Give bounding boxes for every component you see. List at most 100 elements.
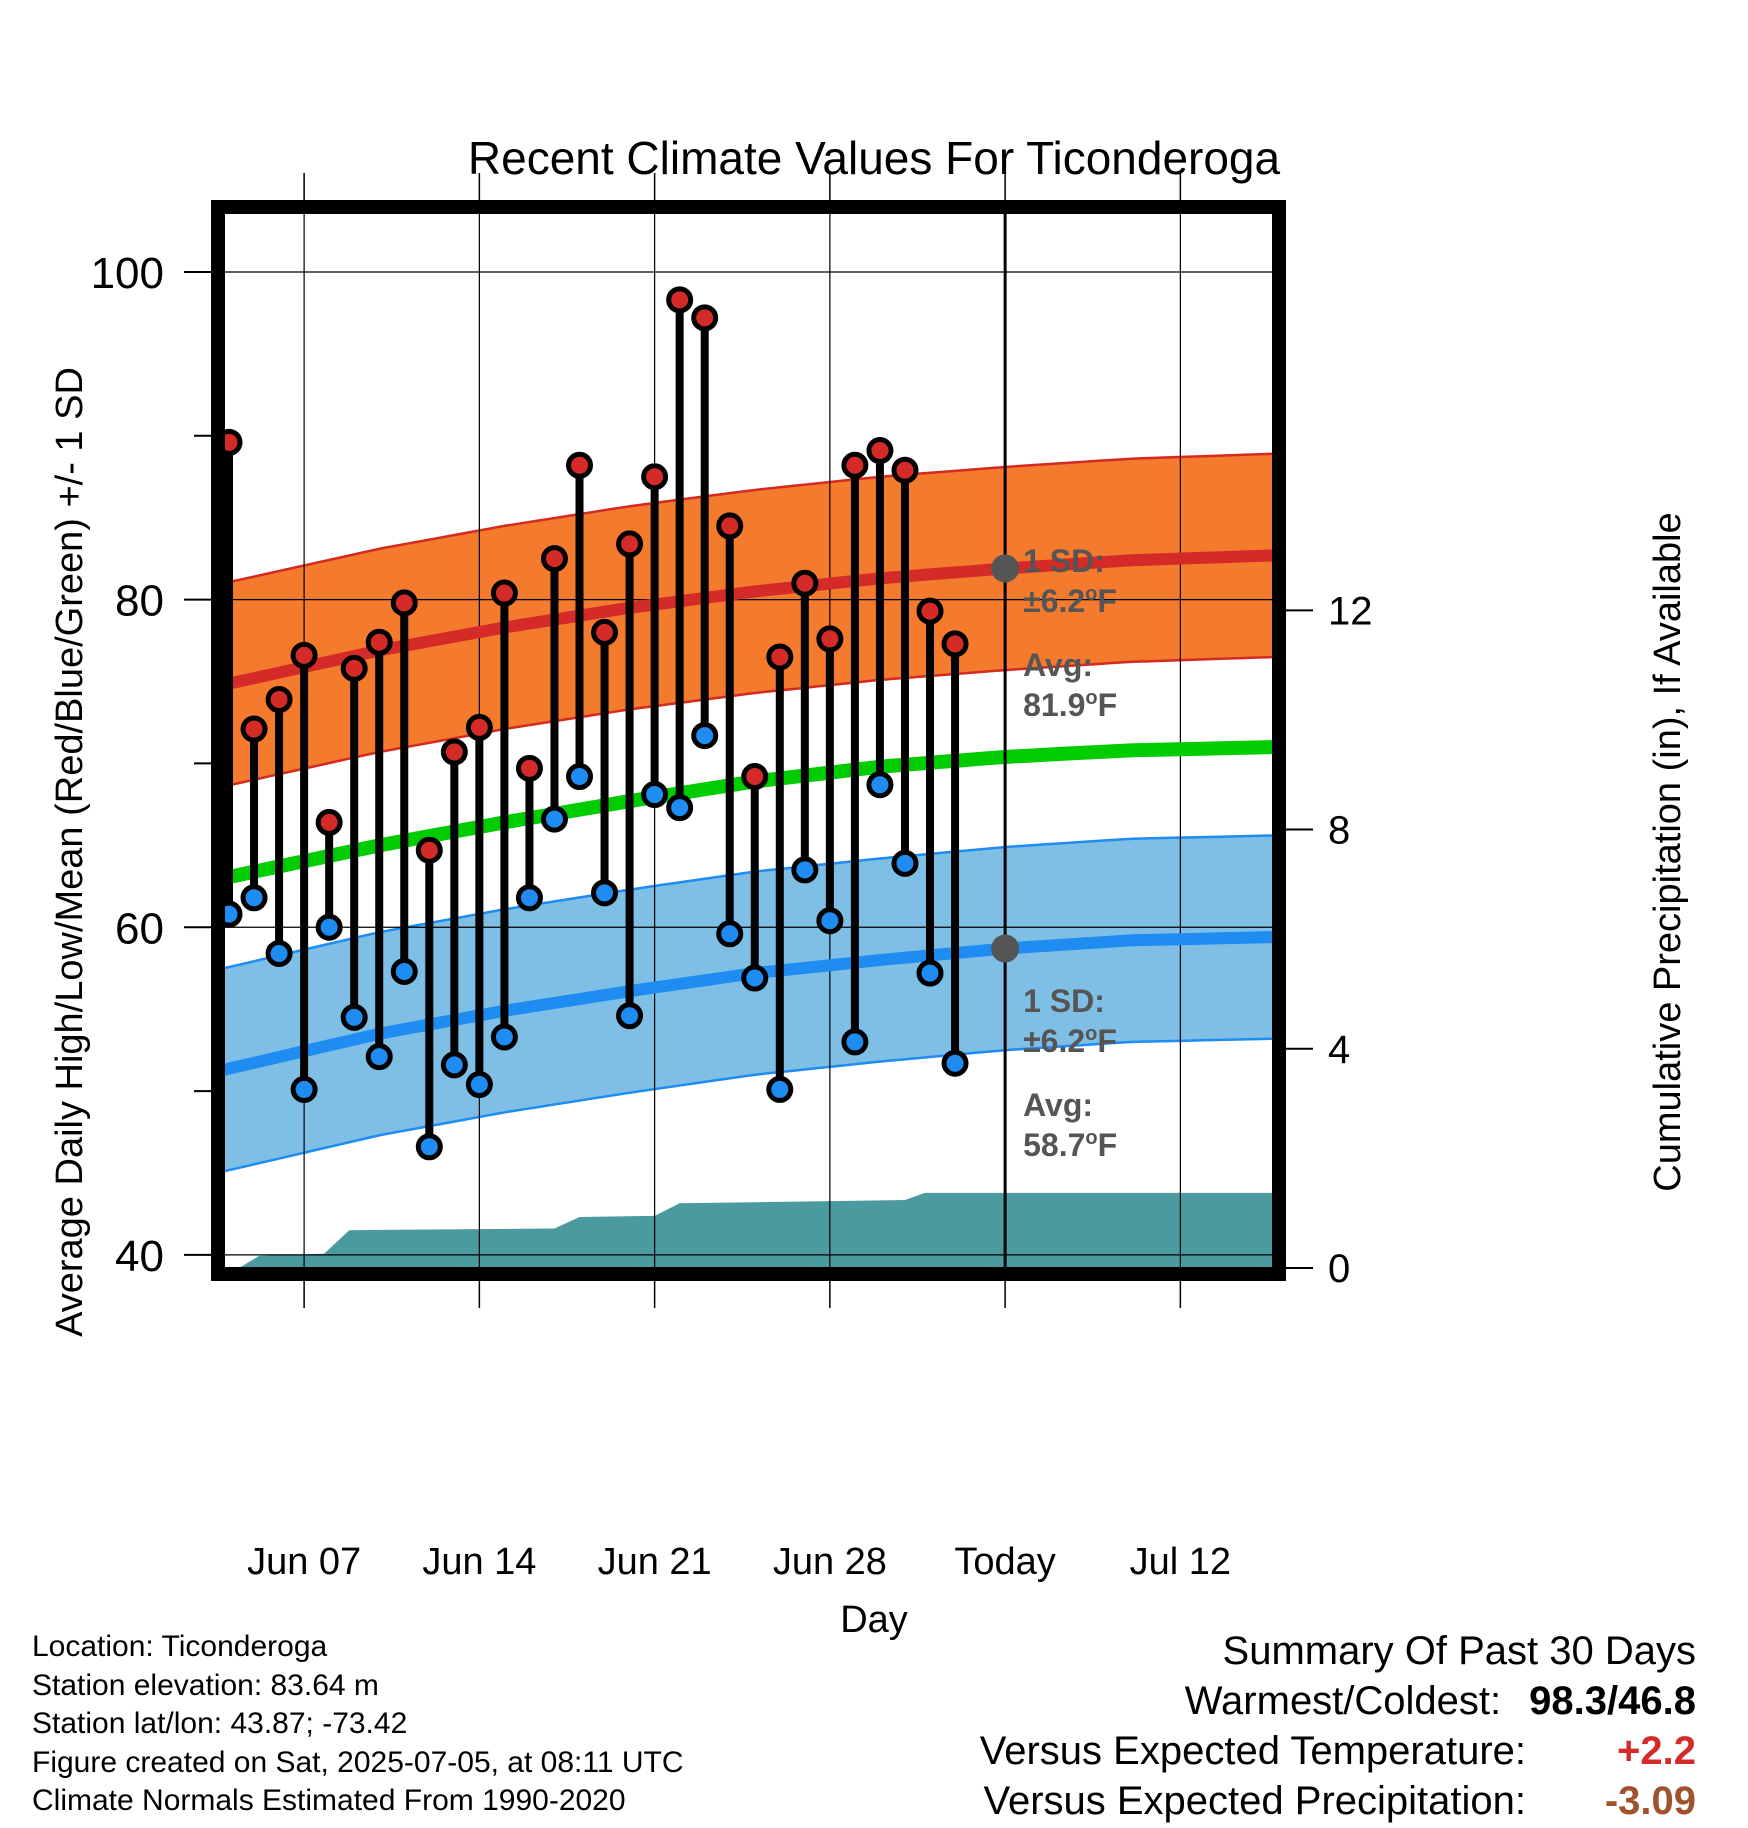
daily-high-point (841, 451, 869, 479)
summary-precip-row: Versus Expected Precipitation: -3.09 (980, 1776, 1696, 1826)
summary-title: Summary Of Past 30 Days (1222, 1629, 1696, 1673)
daily-low-point (791, 856, 819, 884)
daily-low-point (290, 1075, 318, 1103)
daily-low-point (741, 964, 769, 992)
right-axis-label: Cumulative Precipitation (in), If Availa… (1647, 512, 1689, 1191)
station-info: Location: Ticonderoga Station elevation:… (32, 1628, 684, 1821)
daily-high-point (240, 715, 268, 743)
low-sd-value: ±6.2oF (1023, 1023, 1117, 1059)
days-label-word: Days (1017, 1424, 1098, 1462)
daily-low-point (591, 879, 619, 907)
daily-low-point (240, 884, 268, 912)
left-axis-label: Average Daily High/Low/Mean (Red/Blue/Gr… (49, 367, 91, 1337)
daily-high-point (566, 451, 594, 479)
high-avg-value: 81.9oF (1023, 687, 1117, 723)
daily-high-point (716, 512, 744, 540)
daily-low-point (916, 959, 944, 987)
daily-low-point (766, 1075, 794, 1103)
x-tick-label: Jun 07 (247, 1541, 361, 1583)
daily-high-point (891, 456, 919, 484)
low-avg-value: 58.7oF (1023, 1127, 1117, 1163)
normals-text: Climate Normals Estimated From 1990-2020 (32, 1784, 626, 1817)
precip-anomaly-value: -3.09 (1604, 1779, 1696, 1823)
daily-low-point (490, 1023, 518, 1051)
daily-low-point (616, 1002, 644, 1030)
high-avg-unit: F (1098, 687, 1118, 723)
left-tick-label: 100 (91, 249, 164, 298)
right-tick-label: 4 (1328, 1028, 1350, 1072)
temp-anomaly-value: +2.2 (1617, 1729, 1696, 1773)
x-axis-label: Day (840, 1599, 908, 1641)
daily-low-point (891, 849, 919, 877)
left-tick-label: 80 (115, 577, 164, 626)
daily-low-point (340, 1003, 368, 1031)
low-sd-label: 1 SD: (1023, 983, 1105, 1019)
left-tick-label: 60 (115, 904, 164, 953)
today-high-avg-marker (991, 554, 1020, 583)
daily-high-point (540, 545, 568, 573)
daily-low-point (941, 1049, 969, 1077)
daily-high-point (866, 437, 894, 465)
summary-warmest-row: Warmest/Coldest: 98.3/46.8 (980, 1676, 1696, 1726)
summary-panel: Summary Of Past 30 Days Warmest/Coldest:… (980, 1626, 1696, 1826)
daily-high-point (741, 763, 769, 791)
high-sd-degree: o (1085, 583, 1097, 605)
daily-low-point (265, 939, 293, 967)
high-band-upper-edge (224, 452, 1273, 585)
daily-high-point (515, 754, 543, 782)
daily-low-point (841, 1028, 869, 1056)
low-band-upper-edge (224, 834, 1273, 970)
daily-low-point (566, 763, 594, 791)
x-tick-label: Jun 28 (773, 1541, 887, 1583)
latlon-text: Station lat/lon: 43.87; -73.42 (32, 1707, 408, 1740)
precip-label: Versus Expected Precipitation: (983, 1779, 1526, 1823)
daily-high-point (641, 463, 669, 491)
daily-high-point (365, 628, 393, 656)
right-tick-label: 0 (1328, 1247, 1350, 1291)
daily-high-point (766, 643, 794, 671)
low-sd-unit: F (1097, 1023, 1117, 1059)
x-tick-label: Jun 14 (422, 1541, 536, 1583)
location-text: Location: Ticonderoga (32, 1630, 328, 1663)
daily-high-point (591, 618, 619, 646)
warmest-label: Warmest/Coldest: (1184, 1679, 1502, 1723)
warmest-value: 98.3 (1529, 1679, 1608, 1723)
daily-low-point (816, 907, 844, 935)
daily-high-point (440, 738, 468, 766)
high-sd-value: ±6.2oF (1023, 583, 1117, 619)
days-label-number: 30 (1017, 1382, 1055, 1420)
low-avg-unit: F (1098, 1127, 1118, 1163)
normal-high-line (224, 549, 1273, 691)
daily-low-point (365, 1043, 393, 1071)
low-avg-label: Avg: (1023, 1087, 1093, 1123)
precip-area (239, 1192, 1273, 1268)
daily-high-point (315, 808, 343, 836)
daily-high-point (465, 713, 493, 741)
daily-high-point (941, 630, 969, 658)
daily-high-point (816, 625, 844, 653)
x-tick-label: Jul 12 (1130, 1541, 1231, 1583)
left-tick-label: 40 (115, 1232, 164, 1281)
right-tick-label: 8 (1328, 809, 1350, 853)
daily-low-point (440, 1051, 468, 1079)
daily-low-point (666, 794, 694, 822)
plot-area: 1 SD: ±6.2oF Avg: 81.9oF 1 SD: ±6.2oF Avg: 58.7… (224, 213, 1273, 1462)
daily-high-point (265, 686, 293, 714)
daily-low-point (415, 1133, 443, 1161)
elevation-text: Station elevation: 83.64 m (32, 1668, 379, 1702)
daily-high-point (390, 589, 418, 617)
right-tick-label: 12 (1328, 589, 1373, 633)
daily-low-point (540, 805, 568, 833)
temp-label: Versus Expected Temperature: (979, 1729, 1526, 1773)
plot-frame (211, 200, 1286, 1281)
today-low-avg-marker (991, 934, 1020, 963)
warmest-slash: / (1607, 1679, 1619, 1723)
daily-high-point (340, 654, 368, 682)
low-sd-degree: o (1085, 1023, 1097, 1045)
daily-high-point (791, 569, 819, 597)
chart-title: Recent Climate Values For Ticonderoga (468, 132, 1281, 184)
daily-low-point (691, 722, 719, 750)
daily-low-point (465, 1071, 493, 1099)
daily-high-point (415, 836, 443, 864)
created-text: Figure created on Sat, 2025-07-05, at 08… (32, 1745, 684, 1779)
